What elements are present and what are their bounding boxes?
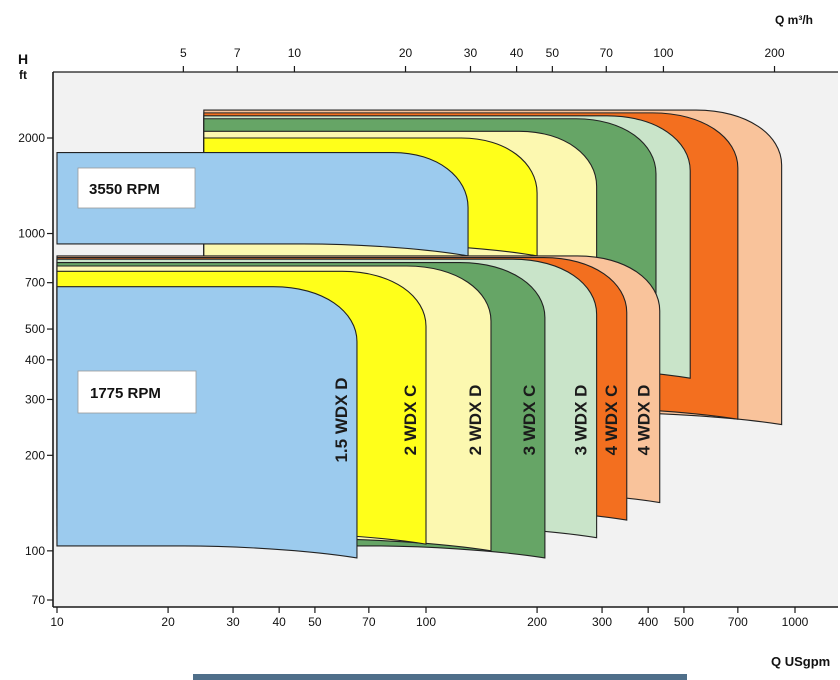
y-axis-label-top: H	[18, 51, 28, 67]
x-bottom-tick-label: 10	[50, 615, 64, 629]
rpm-label-3550-text: 3550 RPM	[89, 181, 160, 198]
series-label: 2 WDX C	[401, 385, 420, 456]
series-label: 2 WDX D	[466, 385, 485, 456]
x-bottom-tick-label: 1000	[782, 615, 809, 629]
x-top-tick-label: 7	[234, 46, 241, 60]
x-top-tick-label: 50	[546, 46, 560, 60]
x-bottom-tick-label: 20	[161, 615, 175, 629]
x-top-tick-label: 10	[288, 46, 302, 60]
series-labels: 1.5 WDX D 2 WDX C 2 WDX D 3 WDX C 3 WDX D 4 W…	[332, 377, 654, 462]
x-bottom-tick-label: 100	[416, 615, 436, 629]
y-tick-label: 300	[25, 392, 45, 406]
series-label: 4 WDX D	[635, 385, 654, 456]
series-label: 3 WDX C	[520, 385, 539, 456]
x-bottom-tick-label: 700	[728, 615, 748, 629]
y-tick-label: 200	[25, 448, 45, 462]
x-top-tick-label: 70	[600, 46, 614, 60]
x-top-tick-label: 30	[464, 46, 478, 60]
x-ticks-top: 5 7 10 20 30 40 50 70 100 200	[53, 46, 838, 73]
x-bottom-tick-label: 50	[308, 615, 322, 629]
x-bottom-tick-label: 500	[674, 615, 694, 629]
y-axis-label-bottom: ft	[19, 68, 27, 82]
y-tick-label: 700	[25, 276, 45, 290]
y-tick-label: 400	[25, 353, 45, 367]
x-axis-top-label: Q m³/h	[775, 13, 813, 27]
x-bottom-tick-label: 300	[592, 615, 612, 629]
y-tick-label: 70	[32, 593, 46, 607]
area-1775-1-5-wdx-d	[56, 286, 358, 559]
y-tick-label: 1000	[18, 227, 45, 241]
x-top-tick-label: 5	[180, 46, 187, 60]
x-bottom-tick-label: 40	[272, 615, 286, 629]
y-tick-label: 2000	[18, 131, 45, 145]
series-label: 4 WDX C	[602, 385, 621, 456]
rpm-label-1775: 1775 RPM	[77, 370, 197, 414]
x-top-tick-label: 20	[399, 46, 413, 60]
y-tick-label: 100	[25, 544, 45, 558]
x-ticks-bottom: 10 20 30 40 50 70 100 200 300 400 500 700 1000	[50, 607, 809, 629]
series-label: 1.5 WDX D	[332, 377, 351, 462]
x-top-tick-label: 200	[764, 46, 784, 60]
x-top-tick-label: 100	[653, 46, 673, 60]
x-bottom-tick-label: 30	[226, 615, 240, 629]
axes-frame	[52, 72, 838, 608]
rpm-label-1775-text: 1775 RPM	[90, 385, 161, 402]
series-areas	[56, 109, 783, 559]
rpm-label-3550: 3550 RPM	[77, 167, 196, 209]
x-bottom-tick-label: 200	[527, 615, 547, 629]
x-top-tick-label: 40	[510, 46, 524, 60]
x-axis-bottom-label: Q USgpm	[771, 654, 830, 669]
bottom-strip	[193, 674, 687, 680]
x-bottom-tick-label: 400	[638, 615, 658, 629]
x-bottom-tick-label: 70	[362, 615, 376, 629]
series-label: 3 WDX D	[572, 385, 591, 456]
y-ticks: 70 100 200 300 400 500 700 1000 2000	[18, 131, 53, 607]
y-tick-label: 500	[25, 322, 45, 336]
